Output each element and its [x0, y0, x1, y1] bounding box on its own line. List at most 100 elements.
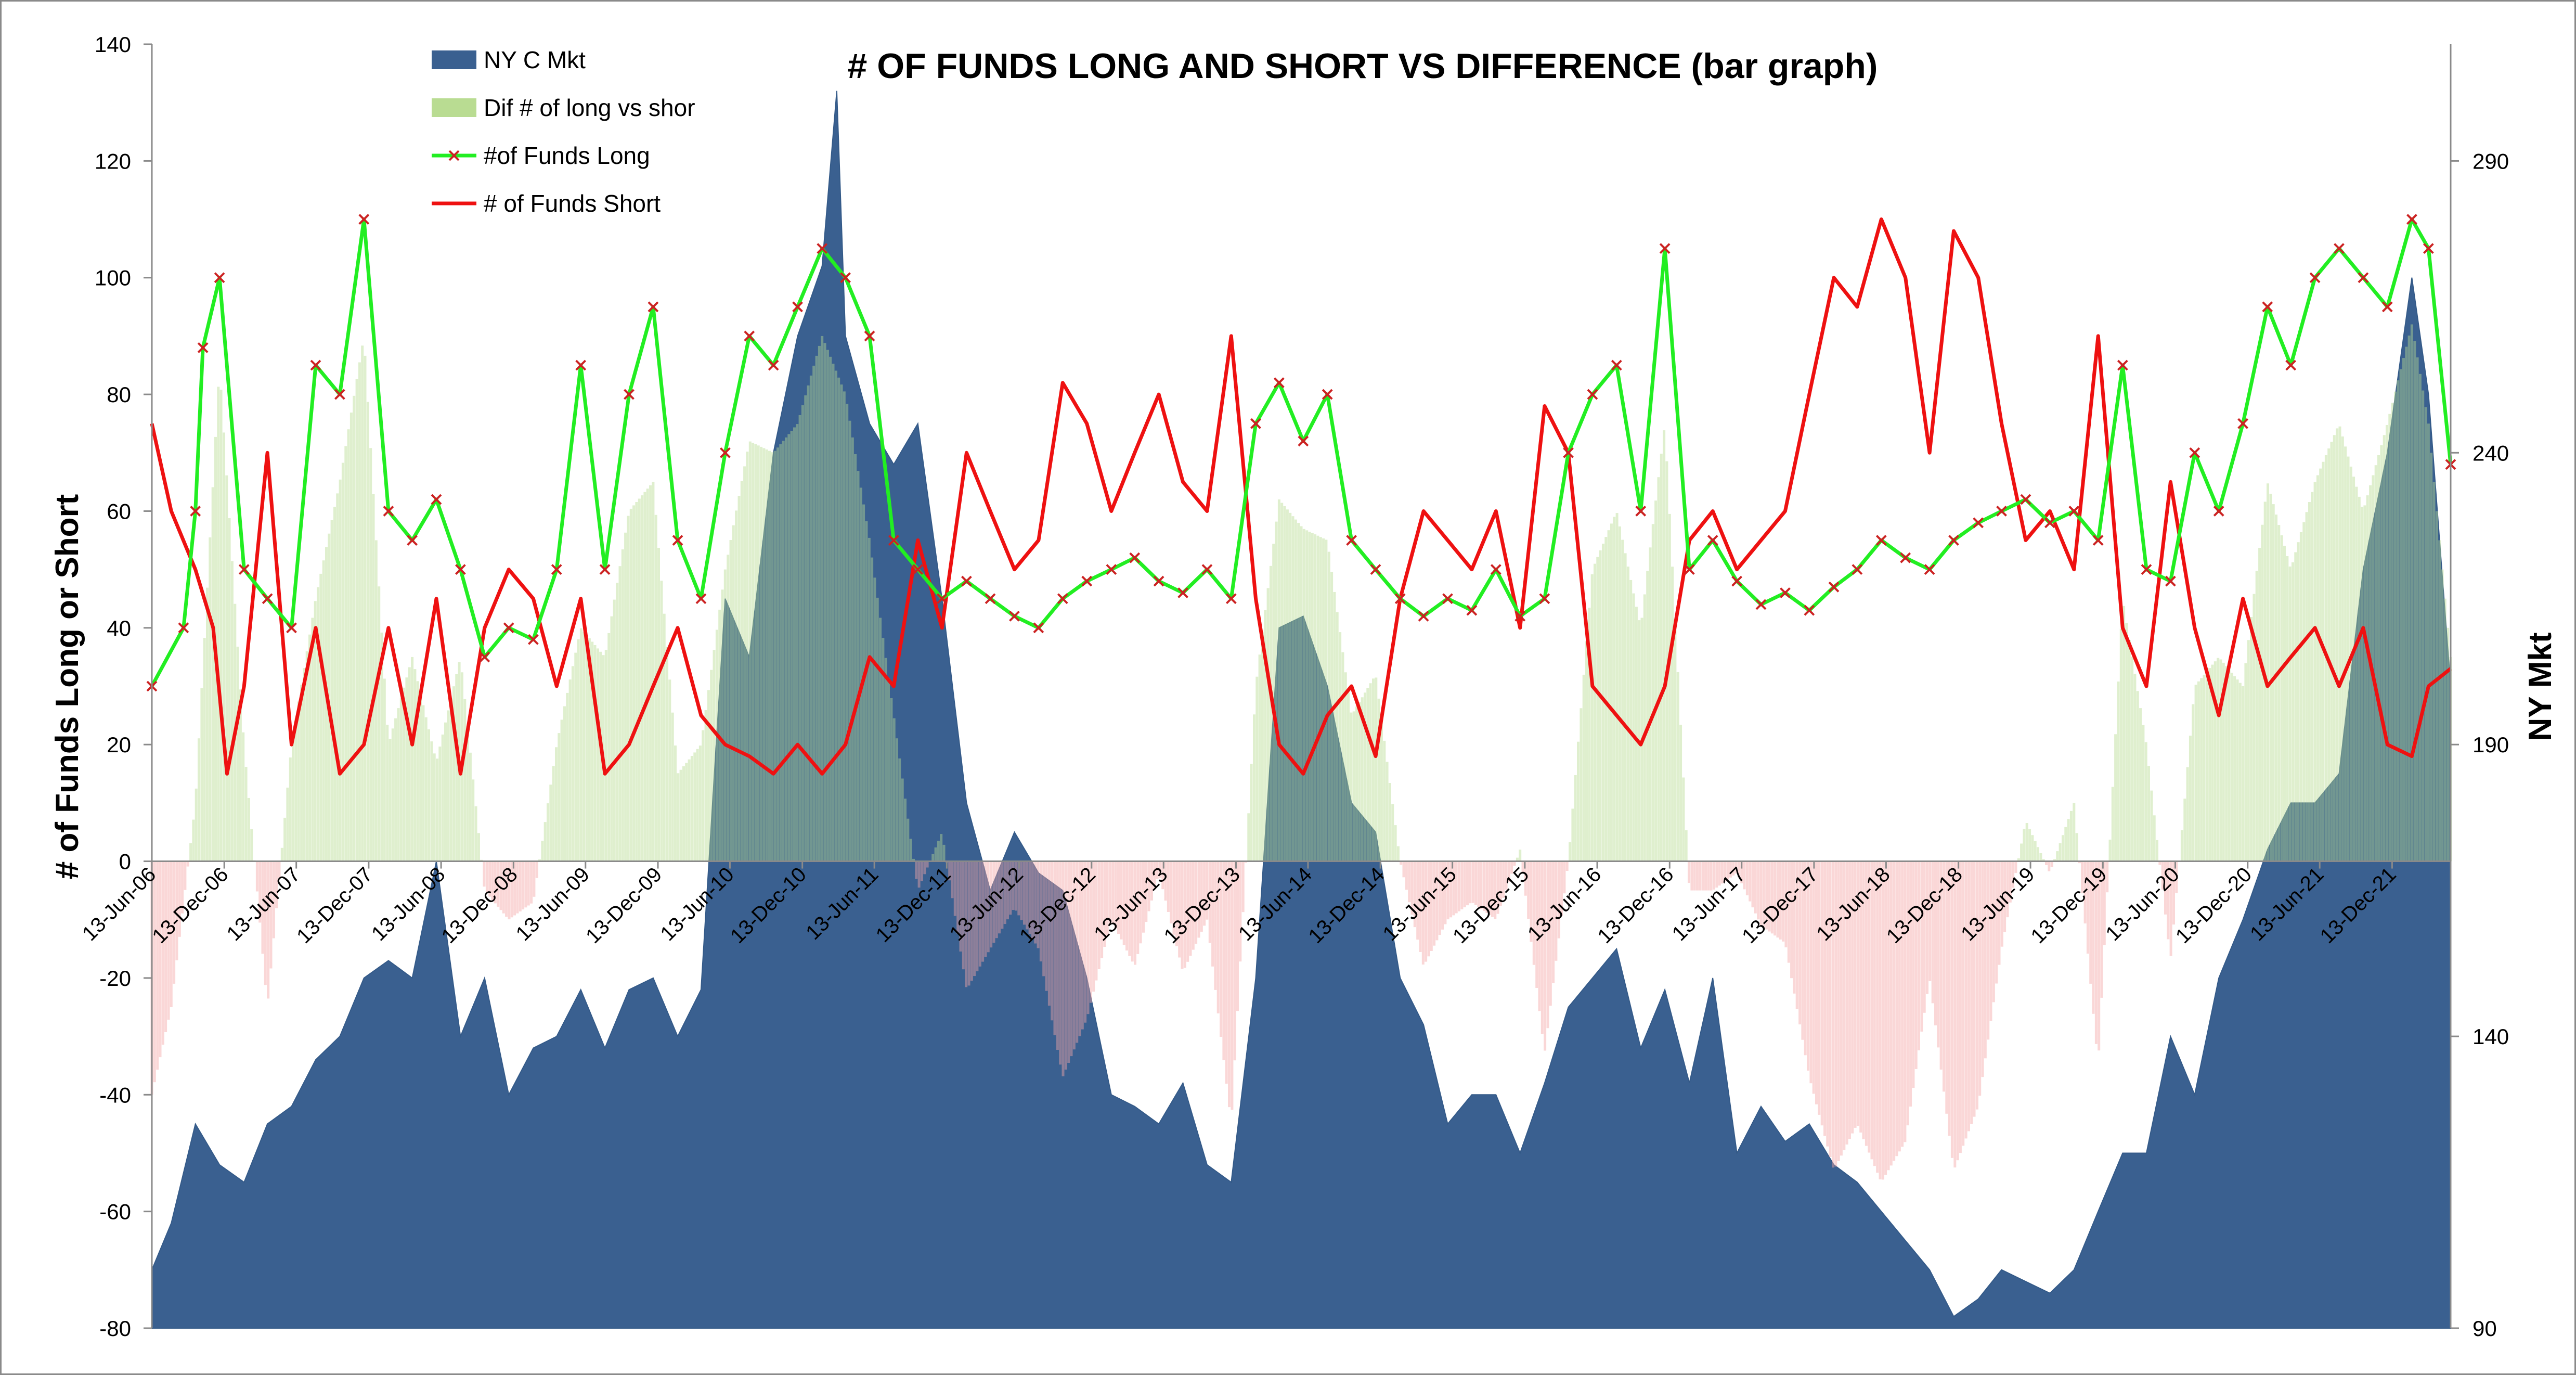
diff-bar [267, 861, 270, 999]
diff-bar [1569, 842, 1572, 862]
diff-bar [1047, 861, 1051, 1006]
diff-bar [466, 726, 469, 862]
diff-bar [1651, 524, 1654, 862]
diff-bar [2283, 546, 2286, 862]
diff-bar [358, 362, 361, 862]
diff-bar [1704, 861, 1707, 891]
diff-bar [1524, 861, 1527, 896]
diff-bar [2189, 736, 2192, 862]
diff-bar [1663, 430, 1666, 862]
diff-bar [1782, 861, 1785, 942]
diff-bar [2441, 569, 2444, 862]
funds-long-point [1129, 552, 1141, 563]
diff-bar [940, 834, 943, 862]
diff-bar [2025, 823, 2028, 862]
diff-bar [203, 638, 206, 862]
funds-long-point [864, 330, 875, 342]
diff-bar [1876, 861, 1879, 1173]
diff-bar [616, 583, 619, 862]
diff-bar [228, 518, 231, 862]
diff-bar [1729, 861, 1732, 878]
diff-bar [1258, 654, 1261, 862]
diff-bar [1072, 861, 1076, 1050]
diff-bar [1779, 861, 1782, 940]
diff-bar [1809, 861, 1813, 1084]
y2-tick-label: 90 [2473, 1316, 2497, 1341]
diff-bar [1834, 861, 1837, 1167]
funds-long-point [1106, 564, 1117, 575]
diff-bar [2069, 811, 2073, 862]
diff-bar [2086, 861, 2089, 954]
legend-swatch-ny-mkt [432, 50, 476, 69]
diff-bar [1336, 612, 1339, 862]
diff-bar [1128, 861, 1131, 956]
diff-bar [1607, 530, 1610, 862]
diff-bar [779, 444, 782, 862]
funds-long-point [310, 359, 321, 371]
y2-tick-label: 140 [2473, 1024, 2509, 1049]
diff-bar [419, 693, 422, 862]
diff-bar [1956, 861, 1959, 1161]
diff-bar [1632, 593, 1635, 862]
diff-bar [1466, 861, 1469, 906]
diff-bar [1023, 861, 1026, 925]
diff-bar [1211, 861, 1214, 967]
diff-bar [397, 708, 400, 862]
diff-bar [2280, 535, 2283, 862]
diff-bar [1596, 557, 1599, 862]
diff-bar [1732, 861, 1735, 876]
diff-bar [2153, 815, 2156, 862]
diff-bar [2122, 606, 2126, 862]
diff-bar [1444, 861, 1447, 924]
diff-bar [1574, 775, 1577, 862]
diff-bar [2144, 742, 2147, 862]
funds-long-point [262, 593, 273, 605]
legend-marker-long [448, 150, 460, 161]
diff-bar [2369, 485, 2372, 862]
diff-bar [1216, 861, 1220, 1013]
diff-bar [2286, 556, 2289, 862]
diff-bar [1795, 861, 1798, 1009]
diff-bar [2344, 446, 2347, 862]
diff-bar [2012, 861, 2015, 888]
diff-bar [2017, 858, 2020, 862]
funds-long-point [695, 593, 707, 605]
diff-bar [624, 532, 627, 862]
diff-bar [942, 844, 946, 862]
diff-bar [798, 415, 801, 862]
diff-bar [184, 861, 187, 890]
diff-bar [1507, 861, 1510, 882]
diff-bar [1801, 861, 1804, 1040]
funds-long-point [672, 535, 683, 546]
funds-long-point [1707, 535, 1718, 546]
diff-bar [209, 537, 212, 862]
diff-bar [1316, 535, 1319, 862]
diff-bar [2037, 847, 2039, 862]
diff-bar [1823, 861, 1826, 1136]
diff-bar [2272, 504, 2275, 862]
diff-bar [962, 861, 965, 970]
diff-bar [2139, 708, 2142, 862]
diff-bar [1945, 861, 1948, 1114]
diff-bar [1521, 861, 1524, 873]
diff-bar [2089, 861, 2092, 984]
diff-bar [283, 817, 287, 862]
diff-bar [236, 647, 239, 862]
y-tick-label: 0 [119, 850, 131, 874]
diff-bar [846, 404, 849, 862]
funds-long-point [1322, 389, 1333, 400]
y-tick-label: 60 [107, 499, 131, 523]
diff-bar [1718, 861, 1721, 886]
diff-bar [300, 685, 303, 862]
y-tick-label: -80 [99, 1316, 131, 1341]
diff-bar [760, 446, 763, 862]
funds-long-point [1514, 610, 1526, 622]
diff-bar [2277, 525, 2281, 862]
diff-bar [2394, 391, 2397, 862]
diff-bar [832, 364, 835, 862]
diff-bar [1037, 861, 1040, 948]
diff-bar [2083, 861, 2087, 923]
diff-bar [2053, 859, 2056, 862]
diff-bar [1679, 725, 1682, 862]
diff-bar [527, 861, 530, 906]
